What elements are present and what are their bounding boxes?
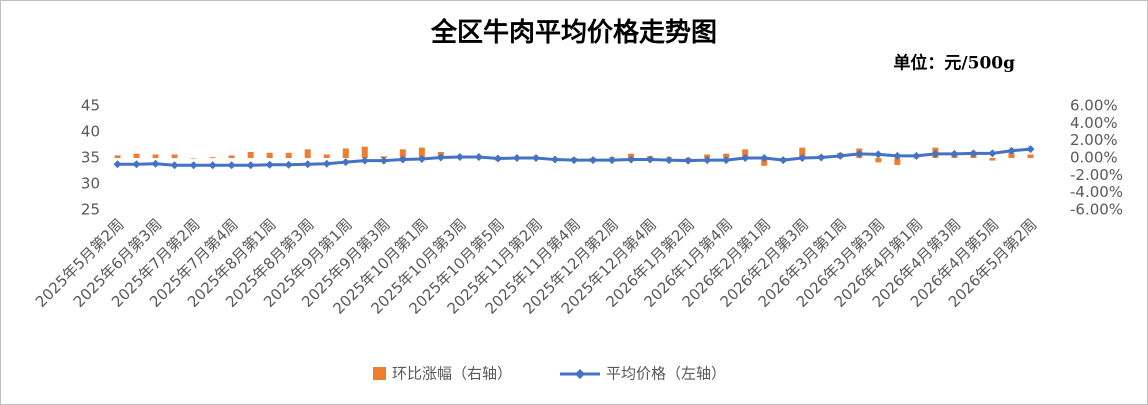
bar: [152, 154, 159, 158]
bar: [190, 158, 197, 159]
line-marker: [436, 153, 445, 162]
line-marker: [798, 154, 807, 162]
bar: [247, 151, 254, 158]
line-marker: [684, 156, 693, 165]
y2-tick-label: -6.00%: [1070, 201, 1123, 219]
bar: [171, 154, 178, 158]
y2-tick-label: -4.00%: [1070, 183, 1123, 201]
line-marker: [284, 160, 293, 169]
bar: [114, 155, 121, 158]
line-marker: [760, 154, 769, 162]
bar: [323, 154, 330, 158]
line-marker: [303, 160, 312, 169]
line-marker: [969, 149, 978, 158]
line-marker: [1007, 146, 1016, 155]
chart-subtitle: 单位：元/500g: [893, 53, 1015, 74]
y2-tick-label: 0.00%: [1070, 149, 1118, 167]
line-marker: [779, 156, 788, 165]
line-marker: [646, 155, 655, 164]
line-marker: [988, 149, 997, 158]
bar: [894, 158, 901, 165]
line-marker: [950, 149, 959, 158]
line-marker: [455, 152, 464, 161]
bar: [285, 152, 292, 158]
line-marker: [608, 156, 617, 165]
line-marker: [570, 156, 578, 165]
bar: [304, 149, 311, 158]
line-marker: [836, 151, 845, 160]
line-marker: [379, 156, 388, 165]
line-marker: [417, 155, 426, 164]
line-marker: [722, 156, 731, 165]
bar: [875, 158, 882, 163]
line-marker: [931, 149, 940, 158]
line-marker: [322, 159, 331, 168]
line-marker: [703, 156, 712, 165]
line-marker: [550, 155, 559, 164]
line-marker: [341, 158, 350, 167]
legend-swatch: [373, 367, 386, 380]
line-marker: [113, 160, 122, 169]
bar: [133, 153, 140, 158]
bar: [418, 147, 425, 158]
y2-tick-label: 4.00%: [1070, 114, 1118, 132]
line-marker: [817, 153, 826, 162]
line-marker: [151, 159, 160, 168]
bar: [342, 148, 349, 158]
bar: [228, 155, 235, 158]
line-marker: [170, 161, 179, 170]
y2-tick-label: 6.00%: [1070, 97, 1118, 115]
y2-tick-label: -2.00%: [1070, 166, 1123, 184]
legend: 环比涨幅（右轴） 平均价格（左轴）: [373, 365, 726, 383]
bar: [266, 152, 273, 158]
line-marker: [246, 161, 255, 170]
y-tick-label: 30: [81, 175, 100, 193]
bar: [361, 146, 368, 158]
line-marker: [589, 156, 598, 165]
line-marker: [1026, 145, 1035, 154]
chart-title: 全区牛肉平均价格走势图: [430, 17, 717, 48]
line-marker: [627, 155, 636, 164]
y2-tick-label: 2.00%: [1070, 131, 1118, 149]
y-tick-label: 35: [81, 149, 100, 167]
bar: [799, 147, 806, 158]
bar: [742, 149, 749, 158]
line-marker: [512, 154, 521, 162]
legend-marker: [575, 369, 585, 379]
line-marker: [189, 161, 198, 170]
line-marker: [665, 156, 674, 165]
line-marker: [227, 161, 236, 170]
line-marker: [398, 155, 407, 164]
line-marker: [132, 160, 141, 169]
y-tick-label: 25: [81, 201, 100, 219]
bar: [399, 149, 406, 158]
line-marker: [893, 151, 902, 160]
bar: [723, 153, 730, 158]
line-marker: [493, 154, 502, 163]
line-marker: [912, 151, 921, 160]
y-tick-label: 40: [81, 123, 100, 141]
line-marker: [474, 152, 483, 161]
bar: [989, 158, 996, 161]
line-marker: [531, 154, 540, 162]
legend-label: 平均价格（左轴）: [606, 365, 726, 383]
line-marker: [741, 154, 750, 162]
line-marker: [360, 156, 369, 165]
legend-label: 环比涨幅（右轴）: [392, 365, 512, 383]
bar: [1008, 152, 1015, 158]
bar: [209, 157, 216, 158]
bar: [1027, 154, 1034, 158]
y-tick-label: 45: [81, 97, 100, 115]
line-marker: [855, 149, 864, 158]
line-marker: [265, 160, 274, 169]
line-marker: [874, 150, 883, 159]
line-marker: [208, 161, 217, 170]
